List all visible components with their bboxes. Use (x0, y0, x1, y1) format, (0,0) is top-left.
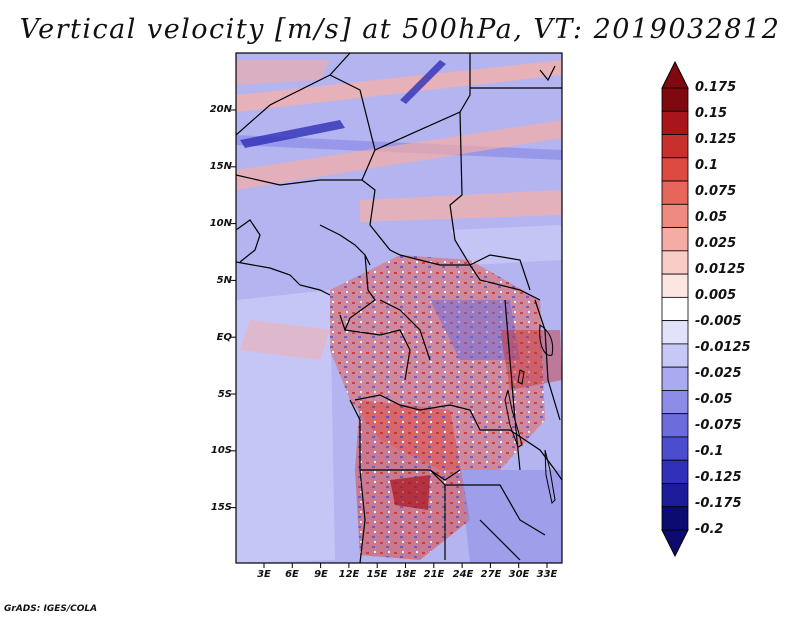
colorbar-swatch (661, 390, 689, 415)
lon-label: 6E (285, 569, 299, 580)
colorbar-swatch (661, 343, 689, 368)
map-frame (235, 52, 563, 564)
colorbar-swatch (661, 87, 689, 112)
colorbar-label: 0.005 (695, 288, 737, 303)
colorbar-swatch (661, 180, 689, 205)
lon-label: 15E (366, 569, 388, 580)
colorbar-swatch (661, 250, 689, 275)
lake-outlines (504, 324, 556, 505)
colorbar-swatch (661, 320, 689, 345)
map-title: Vertical velocity [m/s] at 500hPa, VT: 2… (19, 14, 781, 45)
colorbar-label: -0.2 (695, 522, 724, 537)
lat-label: 20N (209, 104, 232, 115)
lon-label: 9E (314, 569, 328, 580)
colorbar-max-triangle (661, 60, 689, 89)
lon-label: 30E (508, 569, 530, 580)
colorbar-swatch (661, 483, 689, 508)
country-borders (236, 53, 562, 563)
lon-label: 27E (480, 569, 502, 580)
lon-label: 18E (395, 569, 417, 580)
colorbar-label: -0.1 (695, 444, 724, 459)
colorbar-label: -0.025 (695, 366, 742, 381)
colorbar-label: 0.1 (695, 158, 719, 173)
colorbar-label: -0.05 (695, 392, 733, 407)
colorbar-swatch (661, 459, 689, 484)
colorbar-swatch (661, 157, 689, 182)
colorbar-swatch (661, 366, 689, 391)
colorbar-swatch (661, 436, 689, 461)
colorbar-label: 0.175 (695, 80, 737, 95)
colorbar-label: -0.075 (695, 418, 742, 433)
lat-label: 10S (210, 445, 232, 456)
lon-label: 3E (257, 569, 271, 580)
lat-label: 5N (216, 275, 232, 286)
colorbar-swatch (661, 506, 689, 531)
colorbar-swatch (661, 273, 689, 298)
lon-label: 33E (536, 569, 558, 580)
colorbar-swatch (661, 110, 689, 135)
colorbar-label: 0.05 (695, 210, 728, 225)
colorbar-label: -0.0125 (695, 340, 751, 355)
colorbar-label: 0.075 (695, 184, 737, 199)
colorbar-label: 0.0125 (695, 262, 746, 277)
colorbar-swatch (661, 413, 689, 438)
colorbar-label: 0.025 (695, 236, 737, 251)
colorbar-label: -0.125 (695, 470, 742, 485)
lon-label: 24E (452, 569, 474, 580)
lat-label: 10N (209, 218, 232, 229)
lat-label: EQ (216, 332, 232, 343)
colorbar-swatch (661, 203, 689, 228)
colorbar-label: -0.005 (695, 314, 742, 329)
vertical-velocity-field (236, 53, 562, 563)
lat-label: 15S (210, 502, 232, 513)
colorbar-label: 0.125 (695, 132, 737, 147)
lon-label: 21E (423, 569, 445, 580)
lat-label: 15N (209, 161, 232, 172)
colorbar-label: -0.175 (695, 496, 742, 511)
colorbar-swatch (661, 296, 689, 322)
colorbar-swatch (661, 134, 689, 159)
colorbar-swatch (661, 227, 689, 252)
colorbar-min-triangle (661, 529, 689, 558)
lon-label: 12E (338, 569, 360, 580)
grads-credit: GrADS: IGES/COLA (4, 604, 98, 614)
lat-label: 5S (217, 389, 232, 400)
colorbar (661, 87, 689, 531)
colorbar-label: 0.15 (695, 106, 728, 121)
